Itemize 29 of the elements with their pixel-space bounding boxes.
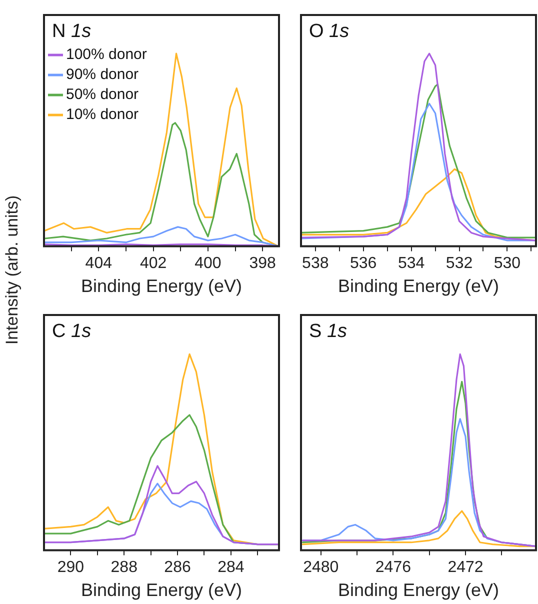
x-tick-label: 532 [446,255,473,272]
chart-title: S 1s [309,321,348,342]
x-tick-label: 404 [85,255,112,272]
x-tick-label: 2480 [303,559,339,576]
x-axis-title: Binding Energy (eV) [80,580,242,600]
x-tick-label: 538 [302,255,329,272]
x-tick-label: 400 [194,255,222,272]
x-tick-label: 2476 [375,559,412,576]
legend-label: 50% donor [66,86,139,104]
chart-title: C 1s [52,321,92,342]
x-tick-label: 2472 [448,559,484,576]
x-tick-label: 398 [249,255,276,272]
x-tick-label: 536 [350,255,377,272]
chart-title: N 1s [52,21,92,42]
x-tick-label: 284 [218,559,244,576]
x-tick-label: 402 [140,255,167,272]
x-tick-label: 286 [164,559,191,576]
x-tick-label: 530 [494,255,521,272]
x-axis-title: Binding Energy (eV) [80,276,242,296]
x-tick-label: 290 [57,559,84,576]
chart-title: O 1s [309,21,350,42]
x-axis-title: Binding Energy (eV) [338,580,500,600]
legend-label: 90% donor [66,66,139,84]
legend-label: 100% donor [66,46,147,64]
x-axis-title: Binding Energy (eV) [338,276,500,296]
x-tick-label: 288 [110,559,138,576]
x-tick-label: 534 [398,255,425,272]
y-axis-title: Intensity (arb. units) [2,195,22,345]
legend-label: 10% donor [66,106,139,124]
